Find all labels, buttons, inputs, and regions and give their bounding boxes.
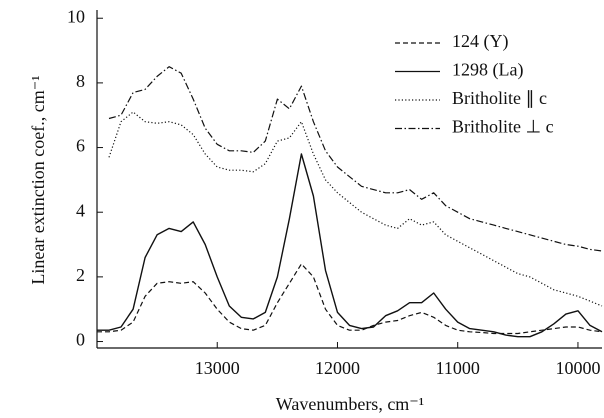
y-tick-label: 10 [67,6,85,26]
y-axis-title: Linear extinction coef., cm⁻¹ [28,75,48,284]
series-line [97,263,603,335]
series-line [97,153,603,338]
y-tick-label: 4 [76,200,85,220]
x-axis-title: Wavenumbers, cm⁻¹ [276,394,424,414]
y-tick-label: 6 [76,136,85,156]
y-tick-label: 0 [76,330,85,350]
x-tick-label: 11000 [436,358,480,378]
series-line [108,66,603,252]
x-tick-label: 12000 [315,358,360,378]
y-tick-label: 8 [76,71,85,91]
x-tick-label: 10000 [555,358,600,378]
legend-label: Britholite ⊥ c [452,117,554,137]
legend-label: 1298 (La) [452,60,523,81]
legend-label: 124 (Y) [452,31,509,52]
y-tick-label: 2 [76,265,85,285]
x-tick-label: 13000 [195,358,240,378]
legend-label: Britholite ∥ c [452,88,547,108]
series-line [108,111,603,307]
